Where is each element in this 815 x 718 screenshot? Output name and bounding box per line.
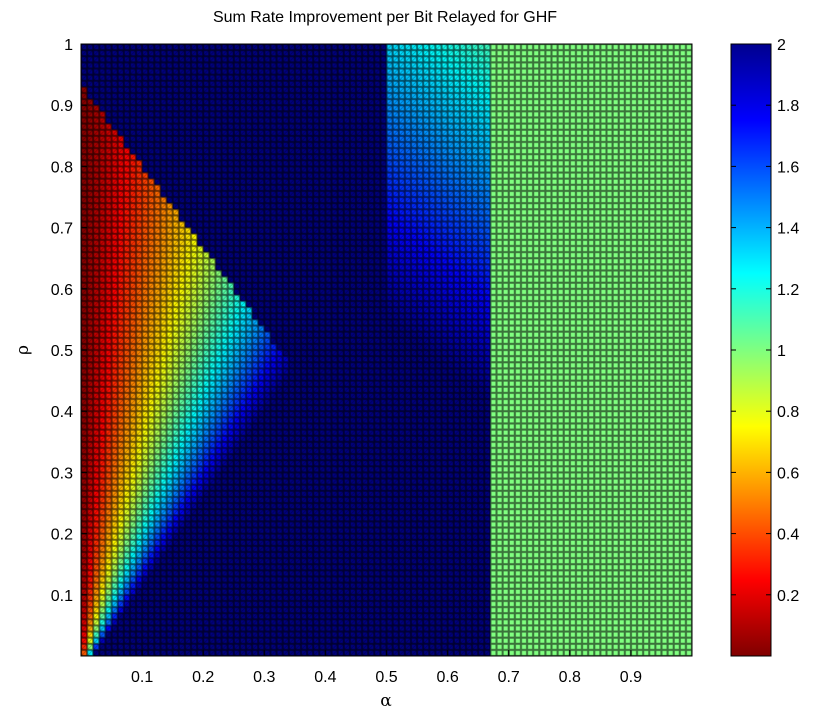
colorbar-tick-label: 0.4 [777,527,799,544]
x-tick-label: 0.1 [131,669,153,686]
y-tick-label: 0.8 [51,159,73,176]
x-tick-label: 0.3 [253,669,275,686]
colorbar-tick-label: 1.2 [777,282,799,299]
x-tick-label: 0.5 [375,669,397,686]
y-axis-ticks: 0.1 0.2 0.3 0.4 0.5 0.6 0.7 0.8 0.9 1 [51,37,87,605]
colorbar-tick-label: 0.2 [777,588,799,605]
y-tick-label: 0.4 [51,404,73,421]
heatmap-cells [81,44,692,656]
x-tick-label: 0.4 [314,669,336,686]
colorbar-tick-label: 1.4 [777,221,799,238]
colorbar-tick-label: 2 [777,37,786,54]
colorbar-tick-label: 1.8 [777,98,799,115]
y-tick-label: 0.6 [51,282,73,299]
y-tick-label: 0.3 [51,465,73,482]
heatmap-plot-area [80,43,693,657]
y-tick-label: 0.2 [51,527,73,544]
colorbar: 0.2 0.4 0.6 0.8 1 1.2 1.4 1.6 1.8 2 [730,37,799,657]
y-tick-label: 0.7 [51,221,73,238]
x-axis-label: α [380,691,392,711]
chart-title: Sum Rate Improvement per Bit Relayed for… [213,9,557,26]
colorbar-gradient [731,44,771,656]
y-tick-label: 1 [64,37,73,54]
x-tick-label: 0.8 [559,669,581,686]
colorbar-tick-label: 1.6 [777,159,799,176]
x-axis-ticks: 0.1 0.2 0.3 0.4 0.5 0.6 0.7 0.8 0.9 [131,650,642,686]
y-tick-label: 0.1 [51,588,73,605]
x-tick-label: 0.6 [436,669,458,686]
colorbar-tick-label: 1 [777,343,786,360]
y-tick-label: 0.5 [51,343,73,360]
x-tick-label: 0.9 [620,669,642,686]
colorbar-tick-label: 0.6 [777,465,799,482]
y-tick-label: 0.9 [51,98,73,115]
colorbar-tick-label: 0.8 [777,404,799,421]
x-tick-label: 0.2 [192,669,214,686]
x-tick-label: 0.7 [498,669,520,686]
colorbar-ticks: 0.2 0.4 0.6 0.8 1 1.2 1.4 1.6 1.8 2 [731,37,799,605]
y-axis-label: ρ [13,345,33,355]
